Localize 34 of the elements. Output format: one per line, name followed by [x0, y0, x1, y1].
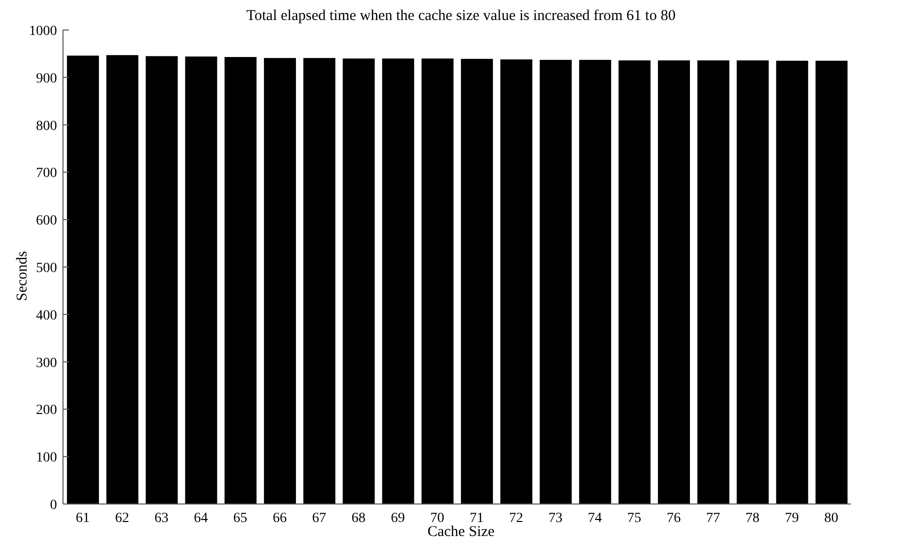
- x-tick-label: 63: [154, 510, 168, 526]
- y-axis-title: Seconds: [14, 251, 32, 301]
- x-tick-label: 74: [588, 510, 602, 526]
- x-tick-label: 67: [312, 510, 326, 526]
- x-tick-label: 65: [233, 510, 248, 526]
- x-tick-label: 68: [352, 510, 366, 526]
- y-tick-label: 400: [36, 308, 57, 324]
- x-axis-title: Cache Size: [426, 524, 496, 541]
- y-tick-label: 200: [36, 403, 57, 418]
- x-tick-label: 77: [706, 510, 720, 526]
- y-tick-label: 700: [36, 166, 57, 182]
- x-tick-label: 78: [746, 510, 760, 526]
- y-tick-label: 100: [36, 450, 57, 466]
- x-tick-label: 62: [115, 510, 130, 526]
- x-tick-label: 70: [430, 510, 444, 526]
- y-tick-label: 800: [36, 118, 57, 134]
- chart-title: Total elapsed time when the cache size value is increased from 61 to 80: [245, 8, 677, 25]
- x-tick-label: 66: [272, 510, 287, 526]
- x-tick-label: 76: [666, 510, 681, 526]
- x-tick-label: 79: [784, 510, 799, 526]
- x-tick-label: 61: [76, 510, 90, 526]
- y-tick-label: 1000: [29, 24, 57, 39]
- x-tick-label: 72: [509, 510, 524, 526]
- y-tick-label: 0: [50, 498, 57, 513]
- y-tick-label: 600: [36, 214, 57, 229]
- y-tick-label: 500: [36, 260, 57, 276]
- y-tick-label: 900: [36, 71, 57, 86]
- y-tick-label: 300: [36, 356, 57, 371]
- x-tick-label: 75: [627, 510, 642, 526]
- x-tick-label: 73: [548, 510, 562, 526]
- x-tick-label: 64: [194, 510, 208, 526]
- x-tick-label: 80: [824, 510, 838, 526]
- x-tick-label: 69: [390, 510, 405, 526]
- x-tick-label: 71: [470, 510, 484, 526]
